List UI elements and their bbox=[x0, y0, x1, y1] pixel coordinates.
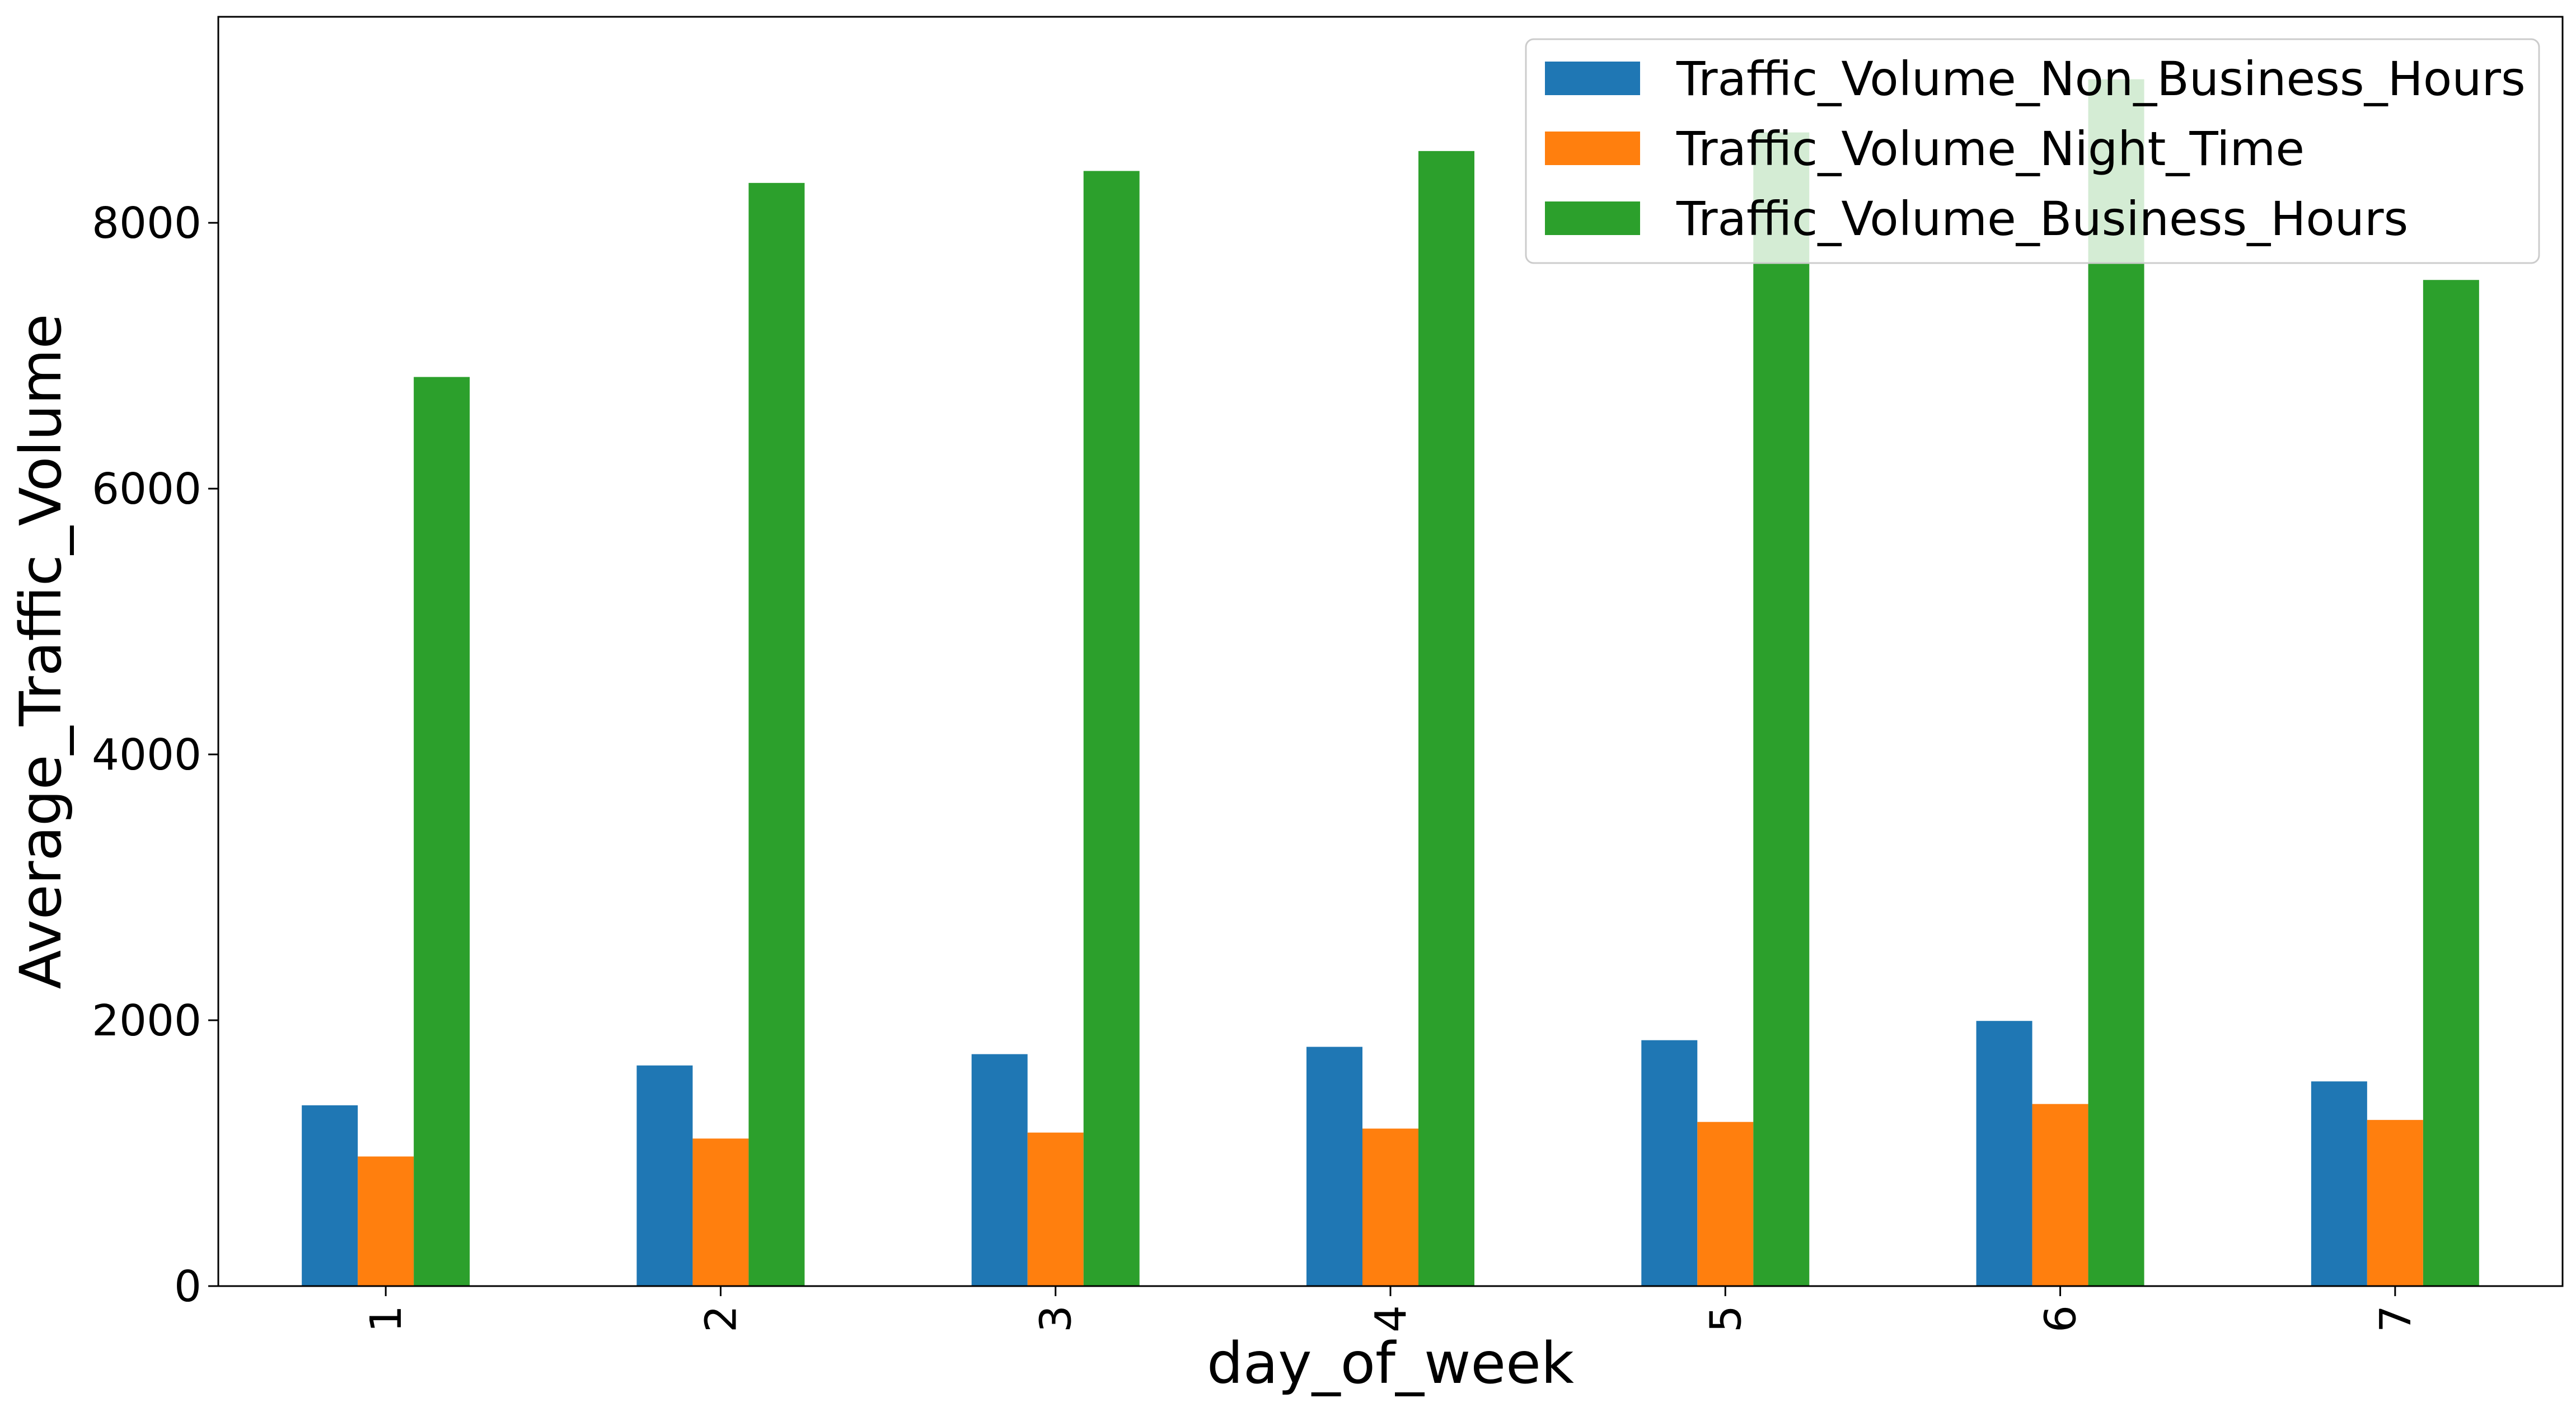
bar-3-6 bbox=[2088, 79, 2144, 1286]
y-tick-label: 2000 bbox=[92, 996, 202, 1046]
x-tick-label: 1 bbox=[362, 1305, 411, 1333]
bar-1-4 bbox=[1306, 1047, 1362, 1286]
legend-swatch-2 bbox=[1545, 132, 1640, 165]
legend-box bbox=[1525, 38, 2540, 264]
bars-group bbox=[302, 79, 2479, 1287]
legend-label-2: Traffic_Volume_Night_Time bbox=[1676, 121, 2305, 176]
y-tick-label: 8000 bbox=[92, 199, 202, 248]
x-tick-label: 4 bbox=[1366, 1305, 1416, 1333]
x-axis-ticks: 1 2 3 4 5 6 7 bbox=[362, 1286, 2421, 1333]
bar-3-7 bbox=[2423, 280, 2479, 1286]
x-axis-label: day_of_week bbox=[1207, 1330, 1574, 1397]
plot-area-frame bbox=[217, 16, 2564, 1287]
x-tick-label: 6 bbox=[2036, 1305, 2086, 1333]
bar-1-3 bbox=[971, 1054, 1028, 1286]
legend-label-1: Traffic_Volume_Non_Business_Hours bbox=[1676, 51, 2526, 106]
bar-3-1 bbox=[414, 377, 470, 1286]
bar-3-3 bbox=[1083, 171, 1140, 1286]
bar-1-7 bbox=[2311, 1081, 2367, 1286]
bar-1-2 bbox=[636, 1065, 693, 1286]
x-tick-label: 7 bbox=[2371, 1305, 2421, 1333]
y-tick-label: 4000 bbox=[92, 730, 202, 780]
bar-3-2 bbox=[748, 182, 805, 1286]
legend-swatch-3 bbox=[1545, 201, 1640, 235]
legend-label-3: Traffic_Volume_Business_Hours bbox=[1676, 191, 2408, 246]
y-tick-label: 6000 bbox=[92, 465, 202, 514]
legend-swatch-1 bbox=[1545, 62, 1640, 95]
y-axis-label: Average_Traffic_Volume bbox=[8, 314, 74, 989]
y-axis-ticks: 0 2000 4000 6000 8000 bbox=[92, 199, 218, 1312]
bar-1-6 bbox=[1976, 1021, 2032, 1286]
bar-2-6 bbox=[2032, 1104, 2088, 1286]
x-tick-label: 2 bbox=[696, 1305, 746, 1333]
bar-1-5 bbox=[1641, 1040, 1698, 1286]
bar-3-4 bbox=[1418, 151, 1474, 1286]
bar-1-1 bbox=[302, 1105, 358, 1286]
bar-2-7 bbox=[2367, 1120, 2423, 1286]
bar-2-4 bbox=[1362, 1128, 1418, 1286]
x-tick-label: 3 bbox=[1032, 1305, 1081, 1333]
bar-3-5 bbox=[1753, 132, 1810, 1287]
bar-2-1 bbox=[358, 1156, 414, 1286]
legend: Traffic_Volume_Non_Business_Hours Traffic… bbox=[1525, 38, 2540, 264]
bar-2-5 bbox=[1697, 1122, 1754, 1286]
x-tick-label: 5 bbox=[1701, 1305, 1751, 1333]
y-tick-label: 0 bbox=[174, 1262, 202, 1312]
bar-2-2 bbox=[692, 1138, 749, 1286]
bar-2-3 bbox=[1027, 1132, 1084, 1286]
